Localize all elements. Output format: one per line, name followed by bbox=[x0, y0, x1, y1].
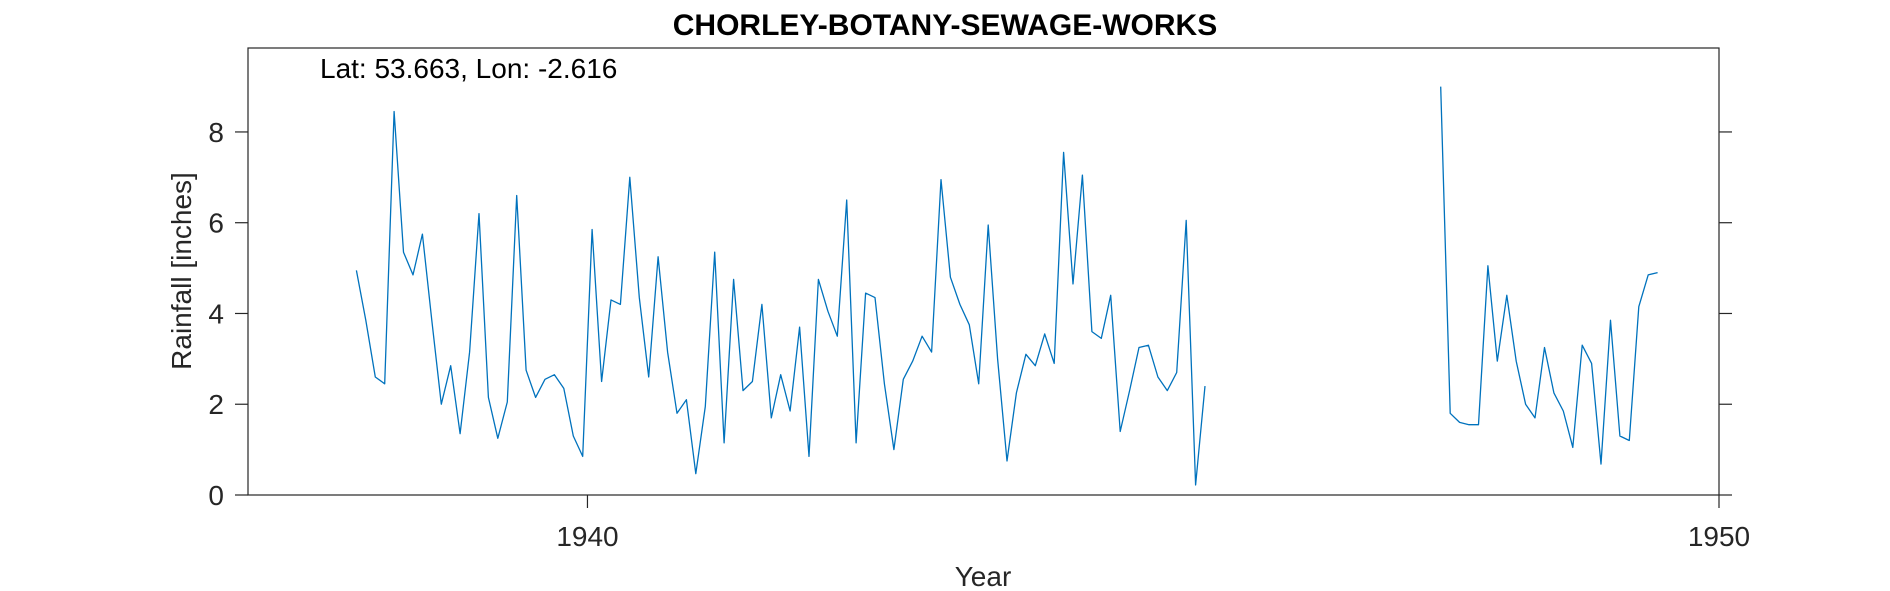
y-tick-label: 2 bbox=[208, 389, 224, 420]
series-line-rainfall bbox=[355, 86, 1658, 486]
y-tick-label: 8 bbox=[208, 117, 224, 148]
station-coordinates: Lat: 53.663, Lon: -2.616 bbox=[320, 53, 617, 84]
x-axis-label: Year bbox=[955, 561, 1012, 591]
x-tick-label: 1950 bbox=[1688, 521, 1750, 552]
y-tick-label: 6 bbox=[208, 208, 224, 239]
y-tick-label: 4 bbox=[208, 298, 224, 329]
y-axis-label: Rainfall [inches] bbox=[166, 172, 197, 370]
chart-title: CHORLEY-BOTANY-SEWAGE-WORKS bbox=[673, 9, 1217, 42]
axis-ticks: 0 2 4 6 8 1940 1950 bbox=[208, 117, 1750, 552]
x-tick-label: 1940 bbox=[556, 521, 618, 552]
y-tick-label: 0 bbox=[208, 480, 224, 511]
plot-area bbox=[247, 47, 1720, 496]
